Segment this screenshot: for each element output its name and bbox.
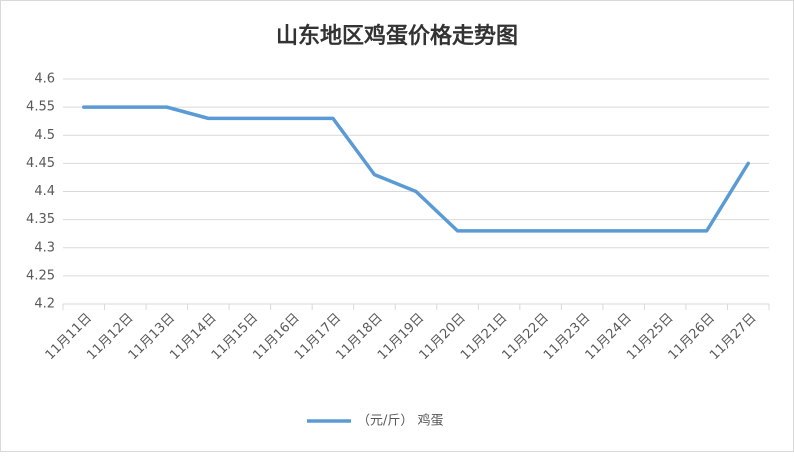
y-tick-label: 4.45 <box>26 156 55 171</box>
line <box>82 105 750 233</box>
y-tick-label: 4.3 <box>34 240 55 255</box>
y-tick-label: 4.25 <box>26 268 55 283</box>
y-tick-label: 4.35 <box>26 212 55 227</box>
y-tick-label: 4.55 <box>26 100 55 115</box>
legend-label: （元/斤） 鸡蛋 <box>357 413 444 429</box>
y-tick-label: 4.4 <box>34 184 55 199</box>
chart-title: 山东地区鸡蛋价格走势图 <box>276 23 518 49</box>
y-tick-label: 4.2 <box>34 297 55 312</box>
y-tick-label: 4.5 <box>34 128 55 143</box>
y-tick-label: 4.6 <box>34 72 55 87</box>
